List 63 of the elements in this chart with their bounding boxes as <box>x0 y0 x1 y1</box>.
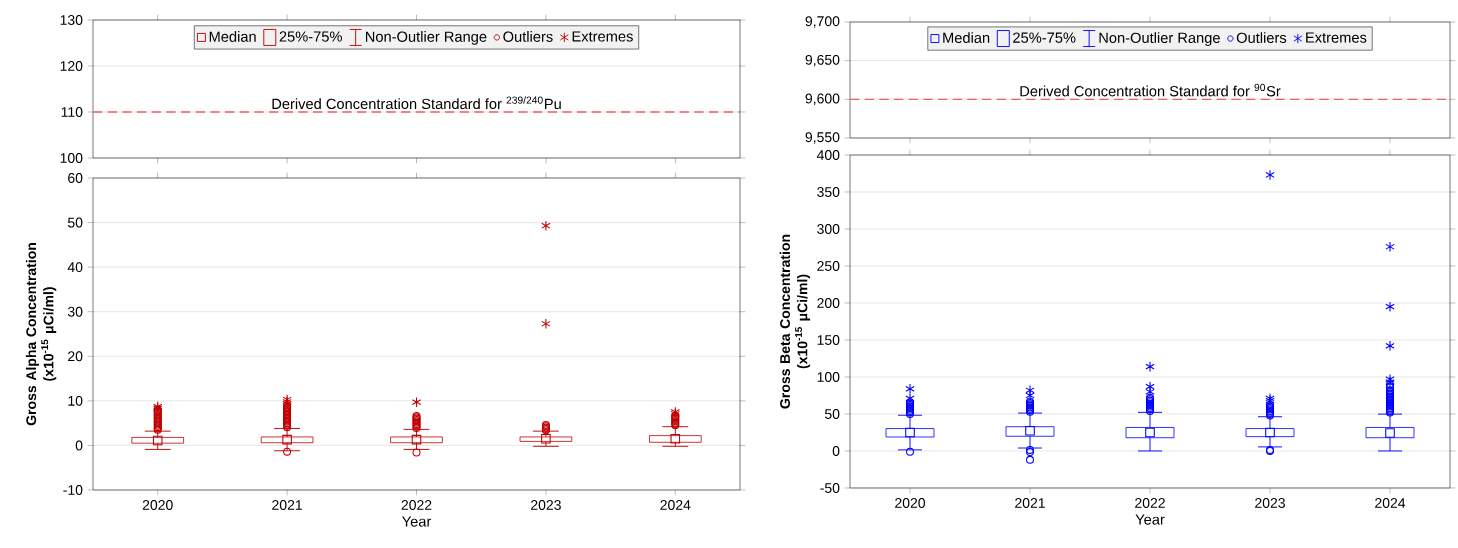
y-tick-label: 350 <box>817 187 840 197</box>
point <box>1145 381 1155 392</box>
y-tick-label: 60 <box>68 173 83 183</box>
point <box>1265 169 1275 181</box>
y-tick-label: 10 <box>68 395 83 406</box>
y-tick-label: 100 <box>817 372 840 382</box>
y-tick-label: 50 <box>67 217 83 228</box>
y-tick-label: 9,700 <box>805 16 840 28</box>
x-tick-label: 2022 <box>1135 498 1165 508</box>
y-tick-label: 9,650 <box>805 54 840 67</box>
y-tick-label: 400 <box>816 150 840 160</box>
y-tick-label: 50 <box>824 409 840 419</box>
x-tick-label: 2023 <box>1255 498 1285 508</box>
annotation: Outliers <box>503 31 553 42</box>
y-tick-label: 30 <box>67 306 83 317</box>
y-tick-label: 250 <box>817 261 840 271</box>
y-tick-label: 0 <box>75 440 83 451</box>
point <box>1385 301 1395 313</box>
point <box>905 383 915 395</box>
y-tick-label: 40 <box>67 262 83 273</box>
x-tick-label: 2021 <box>1015 498 1045 508</box>
point <box>1145 386 1155 398</box>
ref-line-label: Derived Concentration Standard for $^{90}$Sr <box>1020 83 1281 97</box>
y-tick-label: 0 <box>832 446 840 456</box>
annotation: Outliers <box>1236 32 1287 43</box>
y-tick-label: 20 <box>68 351 83 362</box>
annotation: Extremes <box>1306 32 1367 43</box>
point <box>1385 241 1395 253</box>
y-tick-label: 130 <box>60 15 83 25</box>
x-axis-title: Year <box>1135 514 1165 525</box>
point <box>1385 340 1395 352</box>
x-tick-label: 2022 <box>401 500 432 510</box>
annotation: Non-Outlier Range <box>1099 32 1220 46</box>
annotation: 25%-75% <box>279 31 342 42</box>
y-tick-label: 110 <box>61 107 83 117</box>
y-tick-label: 300 <box>817 224 840 234</box>
point <box>541 220 551 232</box>
y-tick-label: 9,600 <box>805 93 840 106</box>
annotation: Median <box>209 31 256 42</box>
x-tick-label: 2024 <box>1375 498 1406 508</box>
point <box>541 318 551 330</box>
annotation: Non-Outlier Range <box>365 31 487 45</box>
point <box>411 396 422 408</box>
ref-line-label: Derived Concentration Standard for $^{239/240}$Pu <box>272 96 561 110</box>
point <box>1025 390 1035 401</box>
y-tick-label: -50 <box>820 483 840 493</box>
annotation: Extremes <box>572 31 633 42</box>
point <box>1145 361 1155 372</box>
x-axis-title: Year <box>402 516 432 527</box>
y-tick-label: 100 <box>60 153 83 163</box>
y-tick-label: 9,550 <box>805 132 840 144</box>
x-tick-label: 2020 <box>895 498 926 508</box>
annotation: Median <box>943 32 990 43</box>
x-tick-label: 2020 <box>142 500 173 510</box>
x-tick-label: 2024 <box>660 500 691 510</box>
y-tick-label: 200 <box>817 298 840 308</box>
y-tick-label: 150 <box>817 335 840 345</box>
y-tick-label: -10 <box>63 485 83 495</box>
point <box>1025 384 1035 396</box>
x-tick-label: 2021 <box>272 500 302 510</box>
y-tick-label: 120 <box>60 61 83 71</box>
x-tick-label: 2023 <box>531 500 561 510</box>
annotation: 25%-75% <box>1013 32 1076 43</box>
